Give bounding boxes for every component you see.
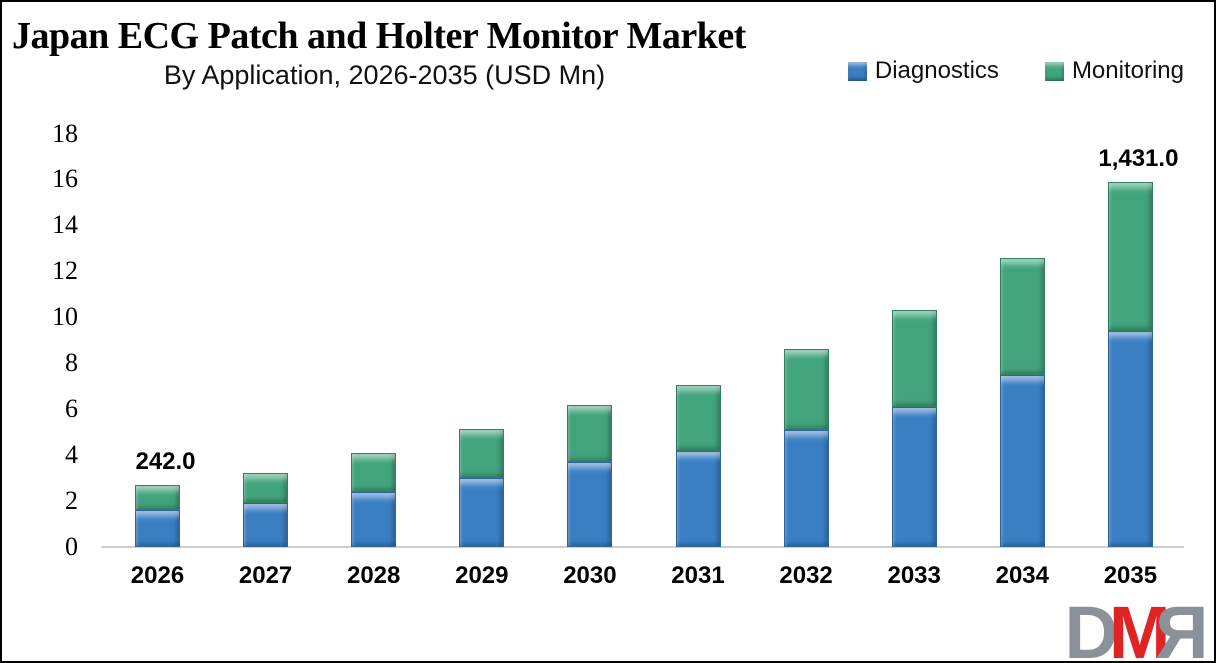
diagnostics-swatch-icon — [847, 61, 867, 81]
x-axis-tick-2034: 2034 — [995, 562, 1049, 589]
bar-2028 — [351, 452, 397, 547]
bar-2026 — [135, 484, 180, 547]
y-axis-tick-4: 4 — [65, 440, 78, 470]
monitoring-swatch-icon — [1044, 61, 1064, 81]
bar-2031 — [675, 385, 721, 547]
bar-2032-diagnostics — [783, 429, 829, 547]
bar-2033-monitoring — [891, 310, 937, 407]
bar-2029 — [459, 428, 505, 547]
x-axis-tick-2032: 2032 — [779, 562, 833, 589]
bar-2026-monitoring — [135, 484, 180, 511]
legend-item-diagnostics: Diagnostics — [847, 57, 999, 85]
bar-2028-monitoring — [351, 452, 397, 492]
x-axis-tick-2030: 2030 — [563, 562, 617, 589]
bar-2035 — [1107, 181, 1153, 547]
dmr-logo: DMR — [1064, 591, 1208, 663]
y-axis-tick-10: 10 — [52, 302, 78, 332]
bar-2031-diagnostics — [675, 450, 721, 547]
y-axis-tick-0: 0 — [65, 532, 78, 561]
bar-2029-monitoring — [459, 428, 505, 479]
legend-label: Monitoring — [1071, 57, 1184, 84]
x-axis-tick-2028: 2028 — [346, 562, 401, 589]
legend-item-monitoring: Monitoring — [1044, 57, 1184, 85]
y-axis-tick-6: 6 — [65, 394, 78, 424]
y-axis-tick-16: 16 — [52, 164, 78, 194]
bar-2031-monitoring — [675, 385, 721, 451]
bar-2035-monitoring — [1107, 181, 1153, 332]
bar-2030-monitoring — [567, 404, 613, 462]
data-label-2035: 1,431.0 — [1098, 144, 1179, 172]
legend: Diagnostics Monitoring — [847, 57, 1184, 85]
bar-2034 — [999, 257, 1045, 547]
x-axis-tick-2031: 2031 — [671, 562, 725, 589]
bar-2028-diagnostics — [351, 491, 397, 547]
bar-2033 — [891, 310, 937, 547]
chart-subtitle: By Application, 2026-2035 (USD Mn) — [163, 60, 606, 90]
logo-letter-d: D — [1064, 591, 1118, 663]
x-axis-tick-2029: 2029 — [455, 562, 509, 589]
y-axis-tick-14: 14 — [52, 210, 78, 240]
x-axis-tick-2026: 2026 — [130, 562, 185, 589]
chart-title: Japan ECG Patch and Holter Monitor Marke… — [12, 15, 746, 57]
bar-2034-monitoring — [999, 257, 1045, 375]
logo-letter-m: M — [1108, 591, 1171, 663]
data-label-2026: 242.0 — [135, 447, 196, 475]
y-axis-tick-2: 2 — [65, 486, 78, 516]
bar-2027-monitoring — [243, 473, 289, 504]
bar-2027 — [243, 473, 289, 547]
bar-2032 — [783, 349, 829, 547]
x-axis-tick-2033: 2033 — [887, 562, 941, 589]
bar-2035-diagnostics — [1107, 331, 1153, 547]
x-axis-line — [101, 546, 1184, 548]
bar-2033-diagnostics — [891, 406, 937, 547]
bar-2027-diagnostics — [243, 503, 289, 547]
y-axis-tick-18: 18 — [52, 118, 78, 148]
bar-2026-diagnostics — [135, 510, 180, 547]
y-axis-tick-8: 8 — [65, 348, 78, 378]
bar-2030-diagnostics — [567, 462, 613, 547]
bar-2030 — [567, 404, 613, 547]
x-axis-tick-2035: 2035 — [1103, 562, 1158, 589]
legend-label: Diagnostics — [874, 57, 999, 84]
bar-2034-diagnostics — [999, 374, 1045, 547]
bar-2029-diagnostics — [459, 478, 505, 547]
x-axis-tick-2027: 2027 — [238, 562, 293, 589]
logo-letter-r: R — [1163, 591, 1208, 663]
bar-2032-monitoring — [783, 349, 829, 430]
y-axis-tick-12: 12 — [52, 256, 78, 286]
